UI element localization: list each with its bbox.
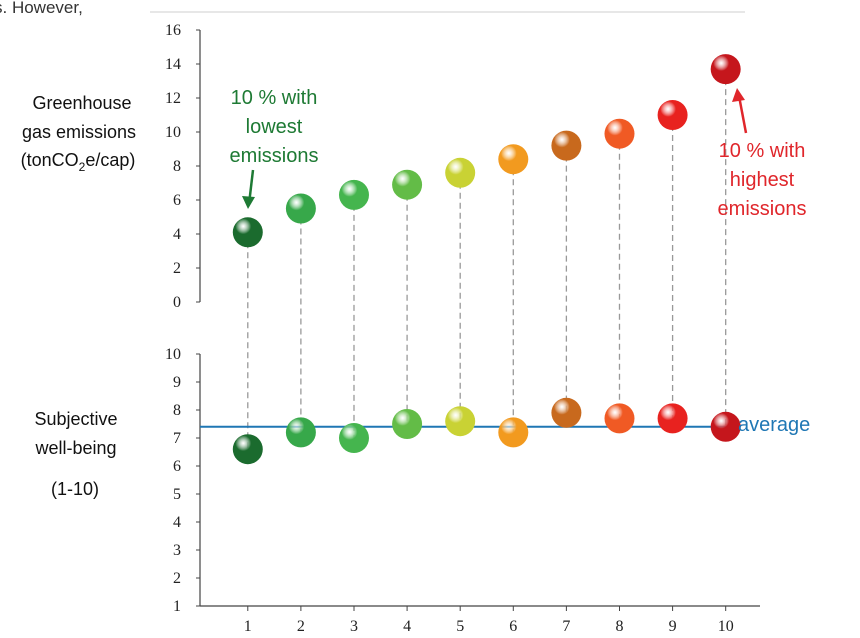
annotation-highest-arrowhead <box>732 88 745 102</box>
emissions-point <box>604 118 635 149</box>
bottom-y-tick-label: 5 <box>173 486 181 503</box>
x-tick-label: 4 <box>403 618 411 635</box>
top-y-tick-label: 0 <box>173 294 181 311</box>
emissions-point <box>285 193 316 224</box>
wellbeing-point <box>657 403 688 434</box>
annotation-lowest-line-3: emissions <box>230 145 319 167</box>
top-y-tick-label: 4 <box>173 226 181 243</box>
annotation-lowest-line-1: 10 % with <box>231 87 318 109</box>
wellbeing-point <box>498 417 529 448</box>
top-y-tick-label: 12 <box>165 90 181 107</box>
bottom-y-tick-label: 4 <box>173 514 181 531</box>
top-y-tick-label: 8 <box>173 158 181 175</box>
wellbeing-point <box>232 434 263 465</box>
top-ylabel-unit-prefix: (tonCO <box>21 150 79 170</box>
bottom-y-tick-label: 7 <box>173 430 181 447</box>
annotation-lowest: 10 % with lowest emissions <box>230 87 319 209</box>
top-y-tick-label: 16 <box>165 22 181 39</box>
bottom-ylabel-range: (1-10) <box>51 479 99 499</box>
top-text-fragment: s. However, <box>0 0 83 17</box>
wellbeing-point <box>710 411 741 442</box>
average-label: average <box>738 414 810 436</box>
bottom-y-tick-label: 9 <box>173 374 181 391</box>
top-ylabel-unit-sub: 2 <box>79 160 86 174</box>
x-tick-label: 5 <box>456 618 464 635</box>
top-y-tick-label: 10 <box>165 124 181 141</box>
points-layer <box>232 54 741 465</box>
top-y-tick-label: 14 <box>165 56 181 73</box>
bottom-y-tick-label: 3 <box>173 542 181 559</box>
annotation-highest-line-1: 10 % with <box>719 140 806 162</box>
wellbeing-point <box>445 406 476 437</box>
x-tick-label: 9 <box>669 618 677 635</box>
bottom-ylabel-line-2: well-being <box>34 438 116 458</box>
wellbeing-point <box>604 403 635 434</box>
annotation-highest-line-2: highest <box>730 169 795 191</box>
bottom-y-tick-label: 6 <box>173 458 181 475</box>
x-tick-label: 7 <box>562 618 570 635</box>
emissions-point <box>392 169 423 200</box>
bottom-y-tick-label: 2 <box>173 570 181 587</box>
x-tick-label: 8 <box>615 618 623 635</box>
bottom-y-tick-label: 10 <box>165 346 181 363</box>
annotation-lowest-line-2: lowest <box>246 116 303 138</box>
x-tick-label: 6 <box>509 618 517 635</box>
top-y-tick-label: 2 <box>173 260 181 277</box>
emissions-point <box>338 179 369 210</box>
top-ylabel-line-1: Greenhouse <box>32 93 131 113</box>
bottom-ylabel-line-1: Subjective <box>34 409 117 429</box>
wellbeing-point <box>392 409 423 439</box>
top-ylabel-unit: (tonCO2e/cap) <box>21 150 136 174</box>
annotation-highest: 10 % with highest emissions <box>718 88 807 220</box>
emissions-point <box>710 54 741 85</box>
connector-layer <box>247 69 727 450</box>
top-ylabel-line-2: gas emissions <box>22 122 136 142</box>
annotation-highest-line-3: emissions <box>718 198 807 220</box>
wellbeing-point <box>338 423 369 453</box>
x-tick-label: 2 <box>297 618 305 635</box>
emissions-point <box>232 217 263 248</box>
wellbeing-point <box>551 397 582 428</box>
x-tick-label: 3 <box>350 618 358 635</box>
emissions-point <box>445 157 476 188</box>
top-y-tick-label: 6 <box>173 192 181 209</box>
wellbeing-point <box>285 417 316 448</box>
x-tick-label: 1 <box>244 618 252 635</box>
annotation-lowest-arrowhead <box>242 196 255 209</box>
bottom-y-tick-label: 8 <box>173 402 181 419</box>
annotation-highest-arrow <box>737 95 748 134</box>
x-tick-label: 10 <box>718 618 734 635</box>
emissions-point <box>657 100 688 130</box>
top-ylabel-unit-suffix: e/cap) <box>85 150 135 170</box>
emissions-point <box>551 130 582 161</box>
bottom-y-tick-label: 1 <box>173 598 181 615</box>
emissions-point <box>498 144 529 175</box>
